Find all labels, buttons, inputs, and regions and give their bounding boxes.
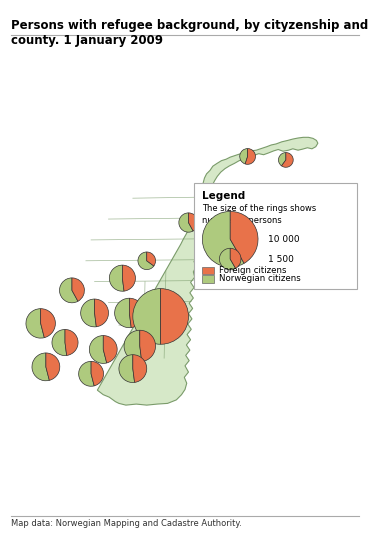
Wedge shape [230,248,241,269]
Wedge shape [140,330,155,362]
Wedge shape [52,330,67,355]
Wedge shape [122,265,135,291]
Wedge shape [147,252,155,266]
Wedge shape [138,252,154,270]
Wedge shape [72,278,84,301]
Wedge shape [179,213,193,232]
Wedge shape [32,353,49,381]
FancyBboxPatch shape [194,183,357,288]
Wedge shape [202,211,244,267]
Text: The size of the rings shows
number of persons: The size of the rings shows number of pe… [202,204,317,225]
Wedge shape [282,153,293,167]
Wedge shape [188,213,198,231]
Wedge shape [26,309,44,338]
Wedge shape [91,361,104,386]
Wedge shape [124,330,142,362]
Wedge shape [133,288,161,344]
Wedge shape [119,355,135,383]
Wedge shape [133,355,147,382]
Text: 1 500: 1 500 [269,255,295,264]
Text: Legend: Legend [202,190,246,200]
Text: 10 000: 10 000 [269,235,300,244]
Wedge shape [79,361,94,386]
Wedge shape [95,299,108,327]
Text: Norwegian citizens: Norwegian citizens [219,274,300,284]
Wedge shape [279,153,286,166]
Wedge shape [60,278,78,303]
Wedge shape [65,330,78,355]
Bar [202,275,213,282]
Text: Map data: Norwegian Mapping and Cadastre Authority.: Map data: Norwegian Mapping and Cadastre… [11,519,242,528]
Wedge shape [240,148,248,164]
Wedge shape [81,299,96,327]
Wedge shape [130,298,144,327]
Wedge shape [103,336,117,363]
Wedge shape [41,309,56,338]
Wedge shape [245,148,255,165]
Wedge shape [46,353,60,381]
Polygon shape [97,137,318,405]
Wedge shape [230,211,258,263]
Text: Persons with refugee background, by cityzenship and
county. 1 January 2009: Persons with refugee background, by city… [11,19,369,47]
Wedge shape [115,298,131,327]
Wedge shape [110,265,124,291]
Bar [202,267,213,274]
Wedge shape [161,288,188,344]
Wedge shape [90,336,107,363]
Wedge shape [219,248,236,270]
Text: Foreign citizens: Foreign citizens [219,266,286,275]
